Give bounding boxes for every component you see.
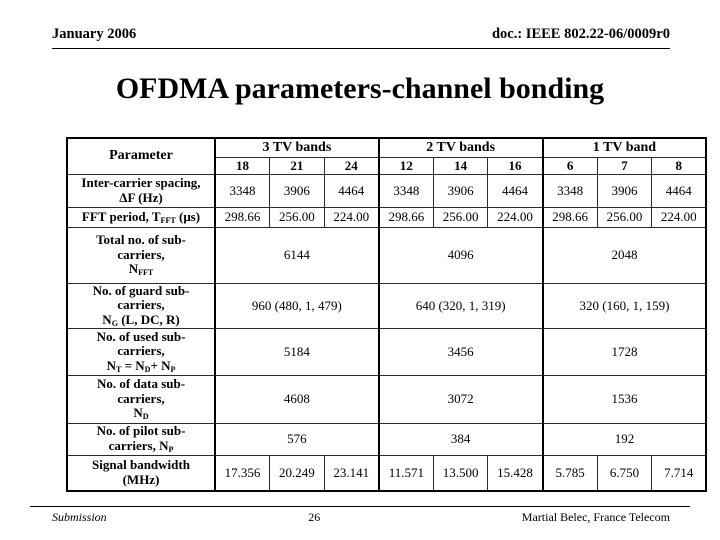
value-cell: 2048 [541, 226, 707, 284]
parameters-table: Parameter 3 TV bands 2 TV bands 1 TV ban… [66, 137, 708, 492]
channel-header: 12 [377, 156, 434, 175]
channel-header: 7 [596, 156, 653, 175]
table-row-fft-period: FFT period, TFFT (μs) 298.66 256.00 224.… [66, 206, 707, 228]
value-cell: 224.00 [323, 206, 380, 228]
band-header-2tv: 2 TV bands [377, 137, 544, 158]
value-cell: 4608 [214, 374, 380, 424]
value-cell: 640 (320, 1, 319) [377, 282, 544, 329]
value-cell: 3906 [269, 173, 325, 208]
value-cell: 1728 [541, 327, 707, 376]
table-row-pilot-subcarriers: No. of pilot sub-carriers, NP 576 384 19… [66, 422, 707, 456]
parameter-column-header: Parameter [66, 137, 216, 175]
header-doc-number: doc.: IEEE 802.22-06/0009r0 [491, 26, 670, 42]
slide-header: January 2006 doc.: IEEE 802.22-06/0009r0 [52, 26, 670, 49]
value-cell: 15.428 [487, 454, 544, 492]
value-cell: 13.500 [432, 454, 489, 492]
value-cell: 576 [214, 422, 380, 456]
slide-footer: Submission 26 Martial Belec, France Tele… [52, 510, 670, 525]
value-cell: 23.141 [323, 454, 380, 492]
value-cell: 3456 [377, 327, 544, 376]
value-cell: 3348 [541, 173, 598, 208]
parameter-label: Total no. of sub-carriers, NFFT [66, 226, 216, 284]
table-row-guard-subcarriers: No. of guard sub-carriers, NG (L, DC, R) … [66, 282, 707, 329]
channel-header: 24 [323, 156, 380, 175]
page-title: OFDMA parameters-channel bonding [115, 72, 605, 105]
value-cell: 1536 [541, 374, 707, 424]
table-row-signal-bandwidth: Signal bandwidth (MHz) 17.356 20.249 23.1… [66, 454, 707, 492]
footer-author: Martial Belec, France Telecom [521, 510, 670, 524]
value-cell: 256.00 [432, 206, 489, 228]
table-row-data-subcarriers: No. of data sub-carriers, ND 4608 3072 15… [66, 374, 707, 424]
value-cell: 4464 [651, 173, 707, 208]
value-cell: 192 [541, 422, 707, 456]
parameter-label: Inter-carrier spacing, ΔF (Hz) [66, 173, 216, 208]
parameter-label: No. of data sub-carriers, ND [66, 374, 216, 424]
value-cell: 384 [377, 422, 544, 456]
band-header-1tv: 1 TV band [541, 137, 707, 158]
channel-header: 18 [214, 156, 271, 175]
header-date: January 2006 [52, 26, 137, 42]
value-cell: 224.00 [651, 206, 707, 228]
parameter-label: No. of guard sub-carriers, NG (L, DC, R) [66, 282, 216, 329]
value-cell: 3348 [377, 173, 434, 208]
value-cell: 20.249 [269, 454, 325, 492]
parameter-label: FFT period, TFFT (μs) [66, 206, 216, 228]
value-cell: 7.714 [651, 454, 707, 492]
parameter-label: Signal bandwidth (MHz) [66, 454, 216, 492]
channel-header: 16 [487, 156, 544, 175]
channel-header: 8 [651, 156, 707, 175]
parameter-label: No. of used sub-carriers, NT = ND+ NP [66, 327, 216, 376]
value-cell: 320 (160, 1, 159) [541, 282, 707, 329]
value-cell: 960 (480, 1, 479) [214, 282, 380, 329]
value-cell: 298.66 [377, 206, 434, 228]
footer-page-number: 26 [308, 510, 321, 524]
value-cell: 3348 [214, 173, 271, 208]
value-cell: 298.66 [214, 206, 271, 228]
band-header-3tv: 3 TV bands [214, 137, 380, 158]
value-cell: 224.00 [487, 206, 544, 228]
value-cell: 5.785 [541, 454, 598, 492]
channel-header: 6 [541, 156, 598, 175]
parameter-label: No. of pilot sub-carriers, NP [66, 422, 216, 456]
value-cell: 3072 [377, 374, 544, 424]
table-row-inter-carrier-spacing: Inter-carrier spacing, ΔF (Hz) 3348 3906 … [66, 173, 707, 208]
value-cell: 17.356 [214, 454, 271, 492]
value-cell: 4464 [487, 173, 544, 208]
table-row-total-subcarriers: Total no. of sub-carriers, NFFT 6144 4096… [66, 226, 707, 284]
footer-submission: Submission [52, 510, 107, 524]
value-cell: 5184 [214, 327, 380, 376]
footer-rule [30, 506, 690, 507]
value-cell: 4096 [377, 226, 544, 284]
value-cell: 4464 [323, 173, 380, 208]
table-row-used-subcarriers: No. of used sub-carriers, NT = ND+ NP 518… [66, 327, 707, 376]
channel-header: 14 [432, 156, 489, 175]
value-cell: 6144 [214, 226, 380, 284]
value-cell: 256.00 [269, 206, 325, 228]
band-header-row: Parameter 3 TV bands 2 TV bands 1 TV ban… [66, 137, 707, 175]
value-cell: 3906 [432, 173, 489, 208]
channel-header: 21 [269, 156, 325, 175]
channel-header-row: 18 21 24 12 14 16 6 7 8 [67, 156, 707, 175]
value-cell: 11.571 [377, 454, 434, 492]
value-cell: 256.00 [596, 206, 653, 228]
value-cell: 3906 [596, 173, 653, 208]
value-cell: 6.750 [596, 454, 653, 492]
value-cell: 298.66 [541, 206, 598, 228]
